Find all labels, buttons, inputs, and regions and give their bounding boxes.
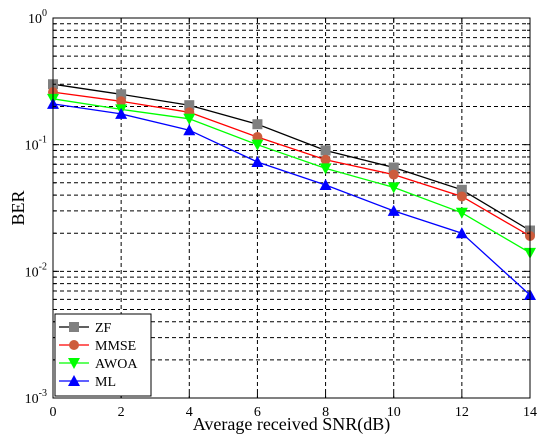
legend-label-ml: ML (95, 375, 116, 390)
x-tick-label: 2 (118, 405, 125, 420)
legend-label-awoa: AWOA (95, 357, 138, 372)
data-point-zf (320, 145, 331, 156)
data-point-ml (455, 227, 468, 239)
data-point-ml (319, 179, 332, 191)
series-line-ml (52, 103, 531, 296)
series-layer (47, 79, 536, 301)
data-point-zf (184, 100, 195, 111)
x-tick-label: 10 (387, 405, 401, 420)
legend: ZF MMSE AWOA ML (54, 313, 152, 397)
data-point-zf (456, 184, 467, 195)
y-tick-label: 10-1 (25, 135, 47, 154)
data-point-mmse (252, 131, 263, 142)
data-point-mmse (320, 154, 331, 165)
y-axis-label: BER (8, 190, 28, 225)
y-tick-base: 10 (25, 139, 39, 154)
y-tick-base: 10 (25, 392, 39, 407)
plot-frame (52, 17, 531, 399)
y-tick-exponent: -1 (39, 135, 47, 146)
y-tick-exponent: 0 (42, 8, 47, 19)
data-point-mmse (456, 191, 467, 202)
y-tick-label: 10-3 (25, 388, 47, 407)
legend-label-zf: ZF (95, 321, 112, 336)
legend-marker-mmse (69, 340, 79, 350)
data-point-ml (115, 107, 128, 119)
legend-marker-ml (68, 375, 80, 386)
x-tick-label: 6 (254, 405, 261, 420)
x-tick-label: 14 (523, 405, 537, 420)
series-line-mmse (52, 91, 531, 237)
y-tick-label: 100 (28, 8, 47, 27)
data-point-mmse (116, 96, 127, 107)
y-tick-exponent: -3 (39, 388, 47, 399)
x-axis-label: Average received SNR(dB) (193, 414, 391, 435)
data-point-zf (388, 162, 399, 173)
data-point-awoa (319, 163, 332, 175)
data-point-zf (252, 119, 263, 130)
series-line-zf (52, 83, 531, 232)
x-tick-label: 12 (455, 405, 469, 420)
legend-label-mmse: MMSE (95, 339, 136, 354)
y-tick-label: 10-2 (25, 261, 47, 280)
legend-marker-awoa (68, 358, 80, 369)
data-point-ml (251, 155, 264, 167)
y-tick-exponent: -2 (39, 261, 47, 272)
data-point-awoa (455, 207, 468, 219)
legend-marker-zf (69, 322, 79, 332)
grid (53, 18, 530, 398)
data-point-awoa (387, 182, 400, 194)
data-point-zf (116, 89, 127, 100)
x-tick-label: 8 (322, 405, 329, 420)
data-point-awoa (183, 113, 196, 125)
series-mmse (48, 87, 535, 242)
x-tick-label: 0 (50, 405, 57, 420)
data-point-awoa (251, 139, 264, 151)
y-tick-base: 10 (25, 265, 39, 280)
y-tick-base: 10 (28, 12, 42, 27)
data-point-ml (183, 124, 196, 136)
series-line-awoa (52, 98, 531, 254)
data-point-mmse (388, 169, 399, 180)
data-point-ml (387, 204, 400, 216)
x-tick-label: 4 (186, 405, 193, 420)
